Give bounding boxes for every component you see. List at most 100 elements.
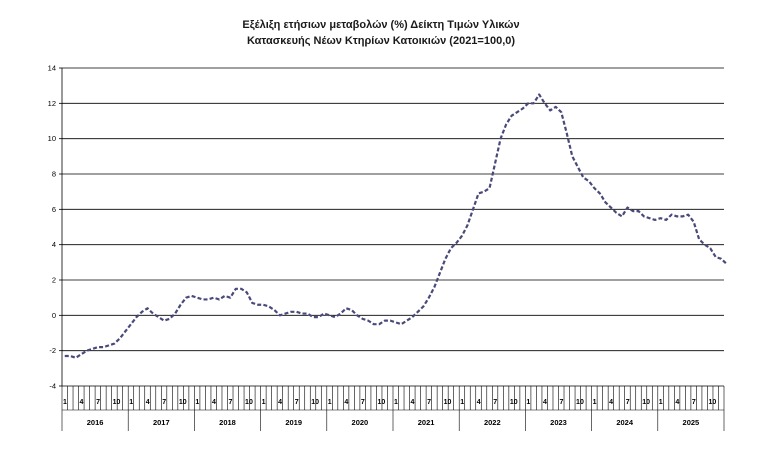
chart-title-line-1: Εξέλιξη ετήσιων μεταβολών (%) Δείκτη Τιμ… <box>242 19 520 31</box>
x-month-label: 10 <box>444 399 452 406</box>
chart-title-line-2: Κατασκευής Νέων Κτηρίων Κατοικιών (2021=… <box>246 35 516 47</box>
x-month-label: 4 <box>278 399 282 406</box>
x-month-label: 10 <box>311 399 319 406</box>
x-month-label: 1 <box>63 399 67 406</box>
x-month-label: 10 <box>510 399 518 406</box>
x-month-label: 4 <box>80 399 84 406</box>
data-point <box>616 212 617 213</box>
x-month-label: 10 <box>576 399 584 406</box>
data-point <box>511 115 512 116</box>
y-tick-label: 10 <box>48 134 56 143</box>
data-point <box>660 218 661 219</box>
y-tick-label: 8 <box>52 170 56 179</box>
data-point <box>252 302 253 303</box>
x-year-label: 2022 <box>484 418 501 427</box>
data-point <box>517 112 518 113</box>
data-point <box>456 242 457 243</box>
data-point <box>677 216 678 217</box>
data-point <box>478 193 479 194</box>
y-tick-label: -4 <box>49 382 56 391</box>
x-month-label: 7 <box>229 399 233 406</box>
data-point <box>346 308 347 309</box>
x-month-label: 4 <box>344 399 348 406</box>
x-year-label: 2020 <box>352 418 369 427</box>
gridlines <box>62 67 724 387</box>
x-month-label: 7 <box>493 399 497 406</box>
data-point <box>434 286 435 287</box>
x-year-label: 2017 <box>153 418 170 427</box>
x-month-label: 4 <box>609 399 613 406</box>
data-point <box>665 219 666 220</box>
data-point <box>550 110 551 111</box>
data-point <box>323 313 324 314</box>
data-point <box>263 304 264 305</box>
y-tick-label: 6 <box>52 205 56 214</box>
data-point <box>483 191 484 192</box>
data-point <box>594 188 595 189</box>
x-month-label: 4 <box>675 399 679 406</box>
x-month-label: 1 <box>394 399 398 406</box>
x-month-label: 7 <box>560 399 564 406</box>
x-month-label: 1 <box>593 399 597 406</box>
x-month-label: 7 <box>361 399 365 406</box>
data-point <box>312 317 313 318</box>
x-month-label: 7 <box>692 399 696 406</box>
data-point <box>169 318 170 319</box>
x-month-label: 10 <box>642 399 650 406</box>
data-point <box>450 248 451 249</box>
data-point <box>588 180 589 181</box>
data-point <box>682 216 683 217</box>
data-point <box>688 214 689 215</box>
data-point <box>362 318 363 319</box>
x-month-label: 4 <box>477 399 481 406</box>
x-month-label: 7 <box>162 399 166 406</box>
x-month-label: 10 <box>708 399 716 406</box>
data-point <box>340 313 341 314</box>
data-point <box>461 235 462 236</box>
data-point <box>97 347 98 348</box>
data-point <box>561 112 562 113</box>
data-point <box>522 108 523 109</box>
data-point <box>318 317 319 318</box>
x-month-label: 1 <box>262 399 266 406</box>
data-point <box>70 355 71 356</box>
x-month-label: 4 <box>543 399 547 406</box>
x-month-label: 4 <box>411 399 415 406</box>
data-point <box>213 297 214 298</box>
data-point <box>235 288 236 289</box>
data-point <box>528 103 529 104</box>
data-point <box>373 324 374 325</box>
data-point <box>307 313 308 314</box>
data-point <box>279 315 280 316</box>
data-point <box>715 256 716 257</box>
x-year-label: 2018 <box>219 418 236 427</box>
data-point <box>599 193 600 194</box>
data-point <box>583 177 584 178</box>
x-month-label: 7 <box>295 399 299 406</box>
data-point <box>224 295 225 296</box>
data-point <box>125 331 126 332</box>
x-month-label: 1 <box>659 399 663 406</box>
data-point <box>621 216 622 217</box>
data-point <box>329 315 330 316</box>
data-point <box>566 133 567 134</box>
data-point <box>180 304 181 305</box>
x-month-label: 1 <box>460 399 464 406</box>
data-point <box>186 297 187 298</box>
data-point <box>290 311 291 312</box>
x-month-label: 1 <box>129 399 133 406</box>
x-year-label: 2016 <box>87 418 104 427</box>
data-point <box>643 216 644 217</box>
x-month-label: 10 <box>245 399 253 406</box>
data-point <box>368 320 369 321</box>
x-year-label: 2024 <box>616 418 634 427</box>
x-year-label: 2019 <box>285 418 302 427</box>
data-point <box>114 343 115 344</box>
data-point <box>699 239 700 240</box>
data-point <box>577 166 578 167</box>
y-axis: -4 -2 0 2 4 6 8 10 12 14 <box>48 64 63 391</box>
data-point <box>241 288 242 289</box>
x-month-label: 7 <box>96 399 100 406</box>
x-year-label: 2025 <box>683 418 700 427</box>
